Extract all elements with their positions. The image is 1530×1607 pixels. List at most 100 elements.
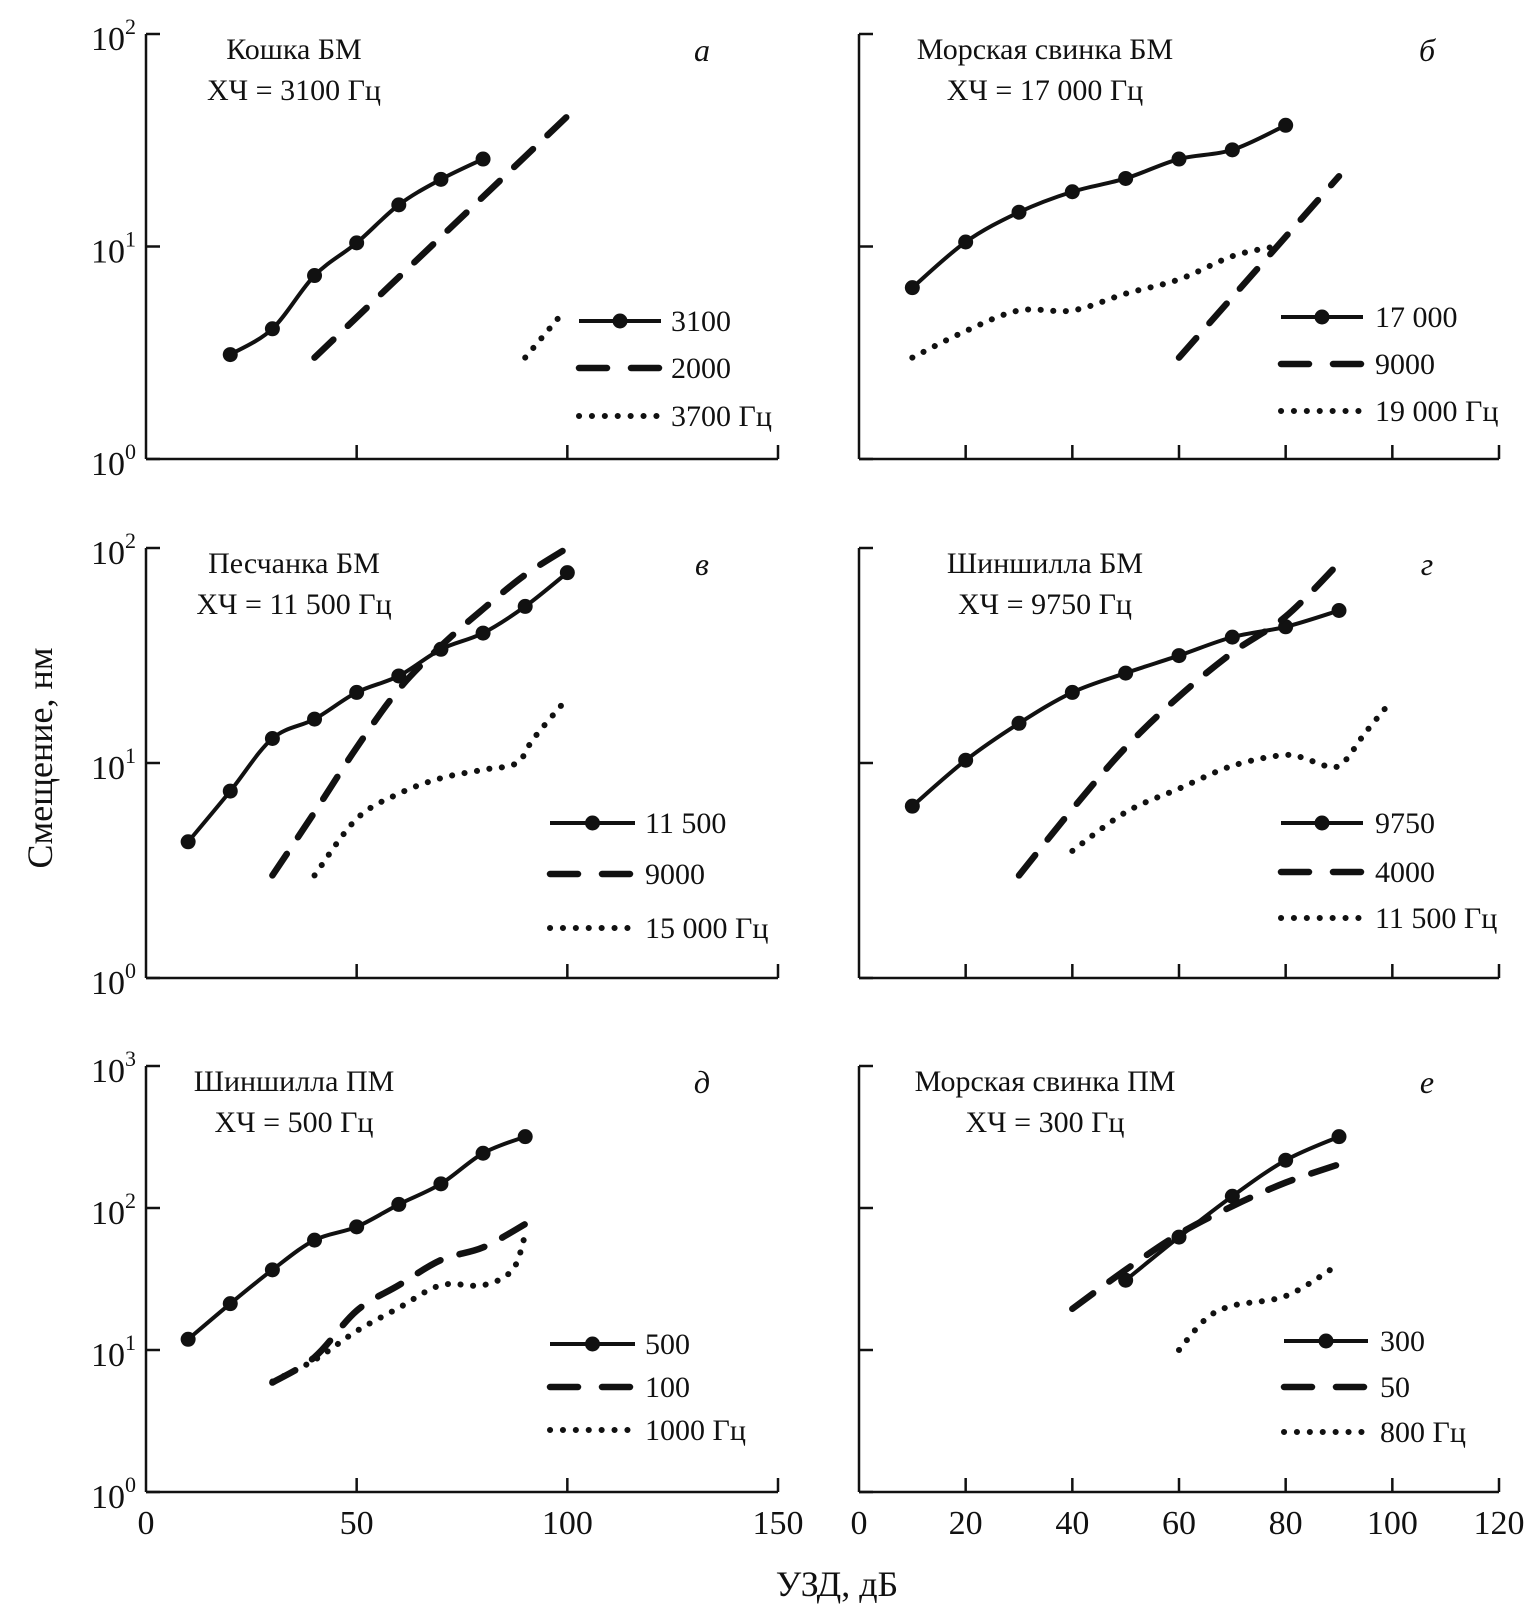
legend-marker — [1314, 815, 1330, 831]
panel-letter: б — [1419, 32, 1436, 68]
legend: 9750 4000 11 500 Гц — [1277, 807, 1497, 935]
data-point — [904, 798, 920, 814]
legend-label: 11 500 Гц — [1375, 902, 1497, 935]
y-tick-label-base: 10 — [91, 1337, 125, 1374]
y-tick-label: 100 — [91, 1472, 136, 1516]
x-tick-label: 60 — [1162, 1505, 1196, 1542]
y-tick-label: 102 — [91, 14, 136, 58]
y-tick-label-exponent: 0 — [125, 958, 136, 983]
panel-title: Шиншилла ПМ — [194, 1065, 395, 1098]
series-line-dotted — [909, 243, 1278, 361]
data-point — [180, 834, 196, 850]
panel-subtitle: ХЧ = 9750 Гц — [958, 588, 1132, 621]
x-tick-label: 0 — [138, 1505, 155, 1542]
y-tick-label-exponent: 1 — [125, 227, 136, 252]
data-point — [264, 1262, 280, 1278]
series-line-dotted — [269, 1231, 529, 1385]
y-tick-label-base: 10 — [91, 535, 125, 572]
legend-label: 9750 — [1375, 807, 1435, 840]
data-point — [349, 684, 365, 700]
panel-letter: г — [1421, 546, 1433, 582]
data-point — [1118, 1272, 1134, 1288]
panel-subtitle: ХЧ = 500 Гц — [215, 1106, 374, 1139]
panel-letter: а — [694, 32, 710, 68]
legend-label: 9000 — [645, 858, 705, 891]
panel-subtitle: ХЧ = 17 000 Гц — [947, 74, 1143, 107]
data-point — [1224, 1188, 1240, 1204]
data-point — [1171, 648, 1187, 664]
data-point — [1118, 665, 1134, 681]
legend-label: 15 000 Гц — [645, 912, 768, 945]
data-point — [1278, 1152, 1294, 1168]
panel-title: Морская свинка БМ — [917, 33, 1173, 66]
data-point — [307, 711, 323, 727]
y-tick-label-exponent: 2 — [125, 528, 136, 553]
series-line-dashed — [269, 544, 571, 879]
y-axis-title: Смещение, нм — [20, 647, 60, 868]
y-tick-label-base: 10 — [91, 234, 125, 271]
series-line-dotted — [1069, 696, 1396, 854]
y-tick-label: 100 — [91, 958, 136, 1002]
x-tick-label: 20 — [949, 1505, 983, 1542]
data-point — [264, 731, 280, 747]
y-tick-label: 100 — [91, 439, 136, 483]
series-line-solid-marker — [186, 571, 569, 844]
legend-label: 17 000 — [1375, 301, 1458, 334]
data-point — [475, 625, 491, 641]
x-tick-label: 120 — [1474, 1505, 1525, 1542]
series-line-solid-marker — [911, 608, 1340, 808]
data-point — [307, 1232, 323, 1248]
y-tick-label-exponent: 1 — [125, 1330, 136, 1355]
panel-title: Кошка БМ — [226, 33, 361, 66]
data-point — [1171, 1229, 1187, 1245]
series-line-dotted — [522, 309, 567, 361]
panel-subtitle: ХЧ = 300 Гц — [966, 1106, 1125, 1139]
legend-label: 3100 — [671, 305, 731, 338]
data-point — [517, 1129, 533, 1145]
y-tick-label-exponent: 2 — [125, 1188, 136, 1213]
y-tick-label: 101 — [91, 743, 136, 787]
x-axis-title: УЗД, дБ — [776, 1564, 898, 1604]
legend-label: 50 — [1380, 1371, 1410, 1404]
y-tick-label: 101 — [91, 227, 136, 271]
x-tick-label: 150 — [753, 1505, 804, 1542]
legend-marker — [585, 1336, 600, 1352]
series-line-dashed — [1069, 1161, 1343, 1313]
y-tick-label-exponent: 2 — [125, 14, 136, 39]
y-tick-label: 101 — [91, 1330, 136, 1374]
panel-letter: д — [694, 1064, 710, 1100]
x-tick-label: 100 — [542, 1505, 593, 1542]
y-tick-label-base: 10 — [91, 750, 125, 787]
legend: 300 50 800 Гц — [1280, 1325, 1466, 1449]
panel-g: Шиншилла БМ ХЧ = 9750 Гц г 9750 4000 11 500 Г… — [857, 546, 1501, 980]
y-tick-label-exponent: 0 — [125, 1472, 136, 1497]
data-point — [391, 1196, 407, 1212]
legend-marker — [1318, 1333, 1334, 1349]
data-point — [1064, 684, 1080, 700]
legend: 11 500 9000 15 000 Гц — [546, 807, 768, 945]
data-point — [222, 1296, 238, 1312]
series-line-dotted — [311, 695, 571, 879]
data-point — [264, 321, 280, 337]
data-point — [904, 280, 920, 296]
series-line-dashed — [269, 1220, 529, 1386]
data-point — [1011, 715, 1027, 731]
panel-letter: в — [695, 546, 709, 582]
y-tick-label: 103 — [91, 1046, 136, 1090]
y-tick-label-base: 10 — [91, 21, 125, 58]
series-line-dashed — [1175, 173, 1343, 361]
legend-marker — [1314, 309, 1330, 325]
y-tick-label-base: 10 — [91, 446, 125, 483]
y-tick-label-base: 10 — [91, 965, 125, 1002]
legend-label: 2000 — [671, 352, 731, 385]
y-tick-label-base: 10 — [91, 1053, 125, 1090]
legend-label: 800 Гц — [1380, 1416, 1466, 1449]
legend-marker — [612, 313, 628, 329]
y-tick-label-base: 10 — [91, 1479, 125, 1516]
legend-label: 1000 Гц — [645, 1414, 746, 1447]
panel-b: Морская свинка БМ ХЧ = 17 000 Гц б 17 000 90… — [857, 32, 1501, 461]
legend-label: 500 — [645, 1328, 690, 1361]
